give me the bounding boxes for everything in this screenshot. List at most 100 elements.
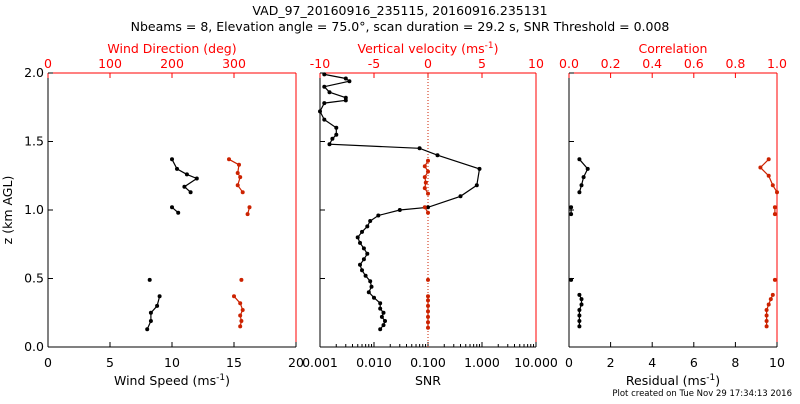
panel1-series0-seg0-point-40 (322, 84, 327, 89)
panel2-bottom-axis-label-text: Residual (ms (626, 373, 706, 388)
panel1-series1-seg3-point-1 (422, 164, 427, 169)
panel2-series1-seg3-point-3 (770, 183, 775, 188)
panel1-series1-seg0-point-2 (426, 314, 430, 319)
panel0-series0-seg0-point-0 (145, 327, 150, 332)
panel1-series0-seg0-point-43 (322, 72, 327, 77)
panel1-series0-seg0-point-27 (477, 166, 482, 171)
panel1-top-axis-label: Vertical velocity (ms-1) (357, 41, 498, 56)
panel2-series1-seg0-point-4 (766, 302, 771, 307)
panel0-series1-seg3-point-3 (238, 175, 243, 180)
panel0-series1-seg2-point-1 (245, 212, 250, 217)
title-line-1: VAD_97_20160916_235115, 20160916.235131 (252, 3, 547, 18)
panel1-series0-seg0-point-8 (366, 290, 371, 295)
panel1-series0-seg0-point-14 (361, 257, 366, 262)
panel2-series1-seg2-point-0 (772, 205, 777, 210)
panel1-bottom-tick-4: 10.000 (514, 355, 558, 370)
panel0-bottom-axis-label-end: ) (225, 373, 230, 388)
panel1-top-axis-label-sup: -1 (485, 41, 494, 51)
panel0-series0-seg0-point-4 (157, 294, 162, 299)
panel1-series1-seg0-point-3 (426, 309, 430, 314)
panel0-series1-seg0-point-3 (240, 308, 245, 312)
panel2-bottom-axis-label: Residual (ms-1) (626, 373, 720, 388)
panel0-top-tick-0: 0 (44, 56, 52, 71)
panel0-series0-seg3-point-3 (194, 176, 199, 181)
panel1-series1-seg3-point-0 (426, 158, 430, 163)
panel0-series1-seg0-point-5 (232, 294, 236, 299)
panel2-bottom-tick-5: 10 (769, 355, 785, 370)
panel0-series0-seg3-point-2 (184, 172, 189, 177)
panel1-series1-seg0-point-5 (426, 298, 430, 303)
panel0-series1-seg3-point-2 (235, 171, 240, 175)
panel0-bottom-tick-4: 20 (288, 355, 304, 370)
panel2-series0-seg3-point-1 (585, 166, 590, 171)
panel0-bottom-tick-1: 5 (106, 355, 114, 370)
panel1-series0-seg0-point-20 (365, 224, 370, 229)
panel2-series0-seg2-point-1 (569, 212, 574, 217)
panel0-series1-seg3-point-5 (240, 190, 245, 195)
panel1-series0-seg0-point-39 (327, 90, 332, 95)
panel2-series1-seg0-point-2 (764, 313, 769, 318)
panel2-series1-seg3-point-4 (775, 190, 779, 195)
panel2-top-tick-5: 1.0 (767, 56, 787, 71)
panel2-series0-seg3-point-2 (581, 175, 586, 180)
panel2-series0-seg0-point-4 (579, 302, 584, 307)
panel2-series1-seg2-point-1 (772, 212, 777, 217)
y-tick-2: 1.0 (24, 202, 44, 217)
panel0-series1-seg3-point-4 (235, 183, 240, 188)
panel1-series1-seg2-point-0 (422, 205, 427, 210)
panel2-top-axis-label: Correlation (639, 41, 708, 56)
panel0-series1-seg0-point-1 (239, 319, 244, 323)
panel0-series0-seg3-point-0 (170, 157, 174, 162)
panel2-series0-seg3-point-4 (577, 190, 582, 195)
panel1-series0-seg0-point-30 (327, 142, 332, 147)
panel2-series1-seg0-point-5 (768, 297, 773, 302)
panel2-series0-seg0-point-5 (579, 297, 584, 302)
panel2-series1-seg3-point-2 (766, 173, 771, 178)
panel1-series0-seg0-point-4 (381, 310, 386, 315)
panel1-series0-seg0-point-1 (381, 323, 386, 328)
panel1-series0-seg0-point-9 (369, 284, 374, 289)
panel0-bottom-axis-label-sup: -1 (216, 373, 225, 383)
panel2-series0-seg0-point-0 (577, 324, 582, 329)
panel2-series0-seg0-point-1 (577, 319, 582, 323)
panel0-top-axis-label: Wind Direction (deg) (107, 41, 236, 56)
y-tick-4: 2.0 (24, 65, 44, 80)
panel2-series0-seg2-point-0 (569, 205, 574, 210)
panel0-bottom-tick-0: 0 (44, 355, 52, 370)
panel2-series1-seg3-point-1 (758, 165, 763, 170)
panel1-bottom-tick-3: 1.000 (464, 355, 500, 370)
panel0-series0-seg0-point-1 (148, 319, 153, 323)
panel0-top-tick-3: 300 (222, 56, 246, 71)
panel2-series0-seg3-point-3 (579, 183, 584, 188)
panel1-series0-seg0-point-12 (360, 268, 364, 273)
panel1-series1-seg0-point-0 (426, 325, 430, 330)
panel2-series1-seg0-point-3 (764, 308, 769, 312)
panel2-bottom-tick-0: 0 (565, 355, 573, 370)
panel0-series0-seg0-point-3 (155, 303, 160, 308)
panel1-series0-seg0-point-29 (417, 146, 422, 151)
panel0-bottom-tick-2: 10 (164, 355, 180, 370)
panel1-series0-seg0-point-35 (318, 109, 322, 114)
panel1-series0-seg0-point-19 (360, 229, 364, 234)
panel0-series1-seg2-point-0 (247, 205, 252, 210)
panel2-bottom-axis-label-sup: -1 (706, 373, 715, 383)
panel2-series0-seg1-point-0 (569, 277, 574, 282)
panel0-series0-seg0-point-2 (148, 310, 153, 315)
panel1-series1-seg3-point-4 (423, 180, 428, 185)
panel1-series0-seg0-point-13 (358, 262, 362, 267)
panel2-bottom-tick-2: 4 (648, 355, 656, 370)
panel1-series0-seg0-point-42 (343, 76, 348, 81)
panel2-top-axis-label-text: Correlation (639, 41, 708, 56)
panel0-series0-seg3-point-1 (175, 166, 179, 171)
panel2-top-tick-0: 0.0 (559, 56, 579, 71)
panel1-series0-seg0-point-16 (361, 246, 366, 251)
panel1-top-tick-4: 10 (528, 56, 544, 71)
panel1-series0-seg0-point-38 (343, 95, 348, 100)
panel1-series0-seg0-point-10 (368, 279, 373, 284)
panel0-bottom-axis-label: Wind Speed (ms-1) (114, 373, 230, 388)
panel1-series0-seg0-point-2 (383, 319, 387, 323)
panel2-top-tick-3: 0.6 (684, 56, 704, 71)
panel2-bottom-tick-3: 6 (690, 355, 698, 370)
